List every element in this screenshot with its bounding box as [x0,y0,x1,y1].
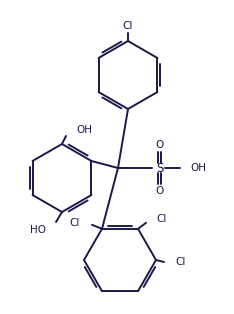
Text: O: O [155,186,163,196]
Text: Cl: Cl [70,218,80,228]
Text: HO: HO [30,225,46,235]
Text: OH: OH [76,125,92,135]
Text: O: O [155,140,163,150]
Text: S: S [156,161,164,175]
Text: OH: OH [190,163,206,173]
Text: Cl: Cl [175,257,185,267]
Text: Cl: Cl [123,21,133,31]
Text: Cl: Cl [156,214,166,224]
